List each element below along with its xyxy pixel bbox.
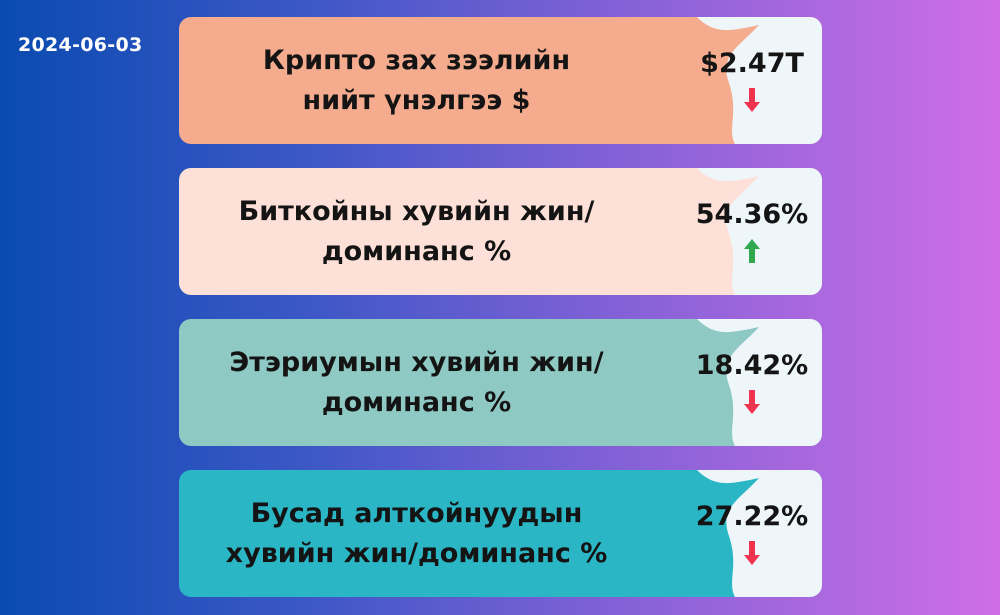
card-label-line: Крипто зах зээлийн: [262, 44, 571, 76]
value-text: 54.36%: [695, 199, 809, 230]
value-text: 27.22%: [695, 501, 809, 532]
card-label-line: нийт үнэлгээ $: [302, 84, 531, 116]
card-label-line: Бусад алткойнуудын: [250, 497, 583, 529]
arrow-down-icon: [744, 88, 760, 112]
card-label-line: Этэриумын хувийн жин/: [229, 346, 604, 378]
value-panel: 54.36%: [682, 168, 822, 295]
wave-shape: [697, 168, 822, 295]
arrow-down-icon: [744, 541, 760, 565]
card-label-line: хувийн жин/доминанс %: [225, 537, 608, 569]
card-label-line: Биткойны хувийн жин/: [238, 195, 595, 227]
card-market-cap: Крипто зах зээлийн нийт үнэлгээ $ $2.47T: [179, 17, 822, 144]
arrow-down-icon: [744, 390, 760, 414]
date-label: 2024-06-03: [18, 34, 143, 56]
value-panel: 18.42%: [682, 319, 822, 446]
arrow-up-icon: [744, 239, 760, 263]
card-label-line: доминанс %: [321, 386, 512, 418]
card-altcoin-dominance: Бусад алткойнуудын хувийн жин/доминанс %…: [179, 470, 822, 597]
card-label: Биткойны хувийн жин/ доминанс %: [179, 168, 654, 295]
card-label-line: доминанс %: [321, 235, 512, 267]
card-bitcoin-dominance: Биткойны хувийн жин/ доминанс % 54.36%: [179, 168, 822, 295]
wave-shape: [697, 470, 822, 597]
card-label: Этэриумын хувийн жин/ доминанс %: [179, 319, 654, 446]
value-panel: $2.47T: [682, 17, 822, 144]
card-ethereum-dominance: Этэриумын хувийн жин/ доминанс % 18.42%: [179, 319, 822, 446]
wave-shape: [697, 17, 822, 144]
card-label: Крипто зах зээлийн нийт үнэлгээ $: [179, 17, 654, 144]
value-text: 18.42%: [695, 350, 809, 381]
value-text: $2.47T: [700, 48, 804, 79]
card-label: Бусад алткойнуудын хувийн жин/доминанс %: [179, 470, 654, 597]
wave-shape: [697, 319, 822, 446]
value-panel: 27.22%: [682, 470, 822, 597]
